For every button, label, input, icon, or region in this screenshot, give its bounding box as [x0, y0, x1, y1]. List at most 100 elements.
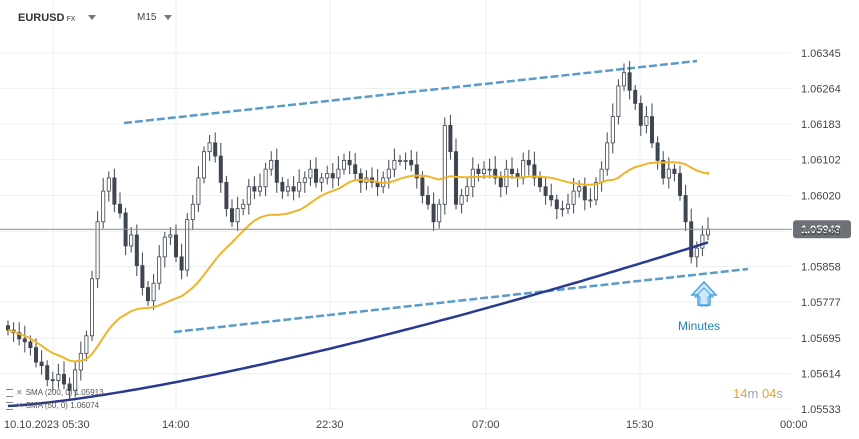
timeframe-dropdown-icon[interactable] [164, 15, 172, 20]
up-arrow-shape [690, 280, 718, 306]
candle-body [358, 173, 363, 183]
candle-body [34, 347, 39, 363]
candle-body [218, 155, 223, 183]
candle-body [622, 72, 627, 87]
indicator-settings-icon[interactable] [6, 401, 13, 410]
price-tick-label: 1.05614 [801, 368, 841, 380]
candle-body [582, 186, 587, 201]
candle-body [594, 181, 599, 201]
close-icon[interactable]: ✕ [16, 388, 23, 397]
candle-body [521, 160, 526, 179]
candle-body [17, 332, 22, 340]
close-icon[interactable]: ✕ [16, 401, 23, 410]
candle-body [297, 181, 302, 192]
candle-body [386, 168, 391, 179]
candle-body [638, 103, 643, 126]
candle-body [229, 208, 234, 223]
price-tick-label: 1.06020 [801, 190, 841, 202]
indicator-settings-icon[interactable] [6, 388, 13, 397]
candle-body [50, 379, 55, 382]
candle-body [605, 142, 610, 170]
candle-body [538, 177, 543, 188]
last-price-text: 1.05943 [801, 224, 841, 236]
candle-body [291, 186, 296, 192]
candle-body [498, 177, 503, 188]
candle-body [493, 168, 498, 179]
candle-body [319, 177, 324, 183]
sma-200-line [7, 241, 709, 408]
candle-body [257, 186, 262, 192]
candle-body [207, 142, 212, 153]
candle-body [112, 177, 117, 205]
candle-body [151, 282, 156, 302]
candle-body [157, 256, 162, 284]
candle-body [700, 234, 705, 249]
candle-body [577, 186, 582, 192]
up-arrow-inner [693, 287, 715, 307]
candle-body [330, 173, 335, 179]
candle-body [616, 85, 621, 117]
candle-body [560, 208, 565, 211]
candle-body [549, 195, 554, 201]
candle-body [84, 335, 89, 354]
price-axis: 1.06345 1.06264 1.06183 1.06102 1.06020 1.059… [801, 48, 841, 416]
price-tick-label: 1.06264 [801, 84, 841, 96]
upper-channel-line [123, 59, 698, 125]
candle-body [487, 168, 492, 171]
candle-body [655, 142, 660, 161]
candle-body [185, 219, 190, 271]
symbol-selector[interactable]: EURUSD FX [18, 12, 75, 24]
time-tick-label: 10.10.2023 05:30 [4, 419, 90, 431]
candle-body [420, 177, 425, 196]
exchange-label: FX [66, 16, 76, 23]
candle-body [678, 173, 683, 196]
indicator-legend-sma200[interactable]: ✕ SMA (200, 0) 1.05913 [6, 388, 104, 397]
price-tick-label: 1.06345 [801, 48, 841, 60]
time-tick-label: 14:00 [162, 419, 190, 431]
candle-countdown: 14m 04s [733, 386, 783, 401]
candle-body [414, 164, 419, 179]
candle-body [437, 203, 442, 223]
candle-body [347, 160, 352, 166]
candle-body [409, 160, 414, 166]
candle-body [252, 186, 257, 192]
candle-body [6, 325, 11, 331]
candle-body [403, 160, 408, 162]
candle-body [532, 164, 537, 179]
time-tick-label: 15:30 [626, 419, 654, 431]
candle-body [213, 142, 218, 157]
candle-body [476, 168, 481, 174]
candle-body [672, 168, 677, 174]
candle-body [106, 177, 111, 192]
symbol-dropdown-icon[interactable] [88, 15, 96, 20]
candle-body [442, 124, 447, 205]
candle-body [509, 168, 514, 174]
time-tick-label: 22:30 [316, 419, 344, 431]
candle-body [353, 164, 358, 174]
candle-body [425, 195, 430, 205]
candle-body [134, 234, 139, 267]
candle-body [302, 177, 307, 183]
candle-body [694, 247, 699, 258]
candle-body [644, 116, 649, 126]
up-arrow-icon [690, 280, 718, 307]
timeframe-selector[interactable]: M15 [137, 12, 156, 23]
candle-body [56, 373, 61, 381]
candle-body [627, 72, 632, 91]
candle-body [308, 168, 313, 179]
candle-body [341, 160, 346, 170]
candle-body [101, 190, 106, 223]
candle-body [45, 365, 50, 381]
candle-body [661, 160, 666, 179]
time-tick-label: 07:00 [472, 419, 500, 431]
chart-toolbar: EURUSD FX M15 [0, 0, 790, 30]
sma-50-line [7, 160, 709, 363]
price-tick-label: 1.05695 [801, 333, 841, 345]
candle-body [201, 151, 206, 179]
candle-body [566, 203, 571, 210]
indicator-legend-sma50[interactable]: ✕ SMA (50, 0) 1.06074 [6, 401, 99, 410]
candle-body [526, 160, 531, 166]
candle-body [610, 116, 615, 144]
candle-body [650, 116, 655, 144]
